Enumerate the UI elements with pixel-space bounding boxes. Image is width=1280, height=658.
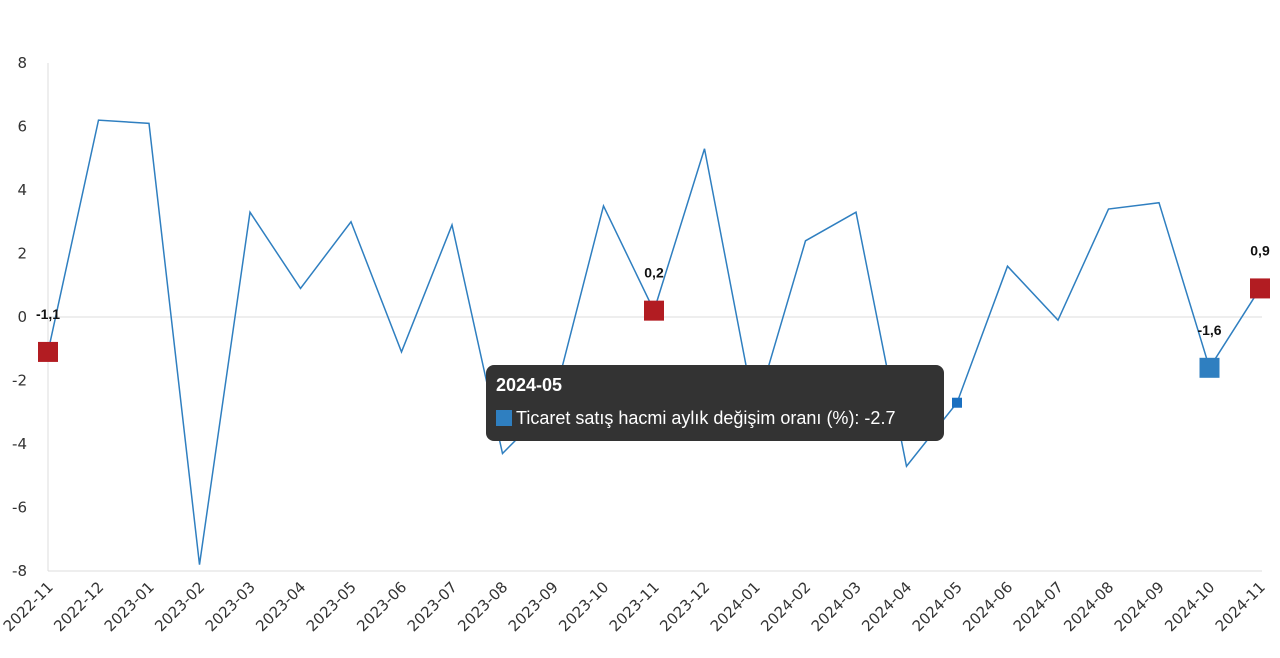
x-tick-label: 2023-08	[454, 578, 511, 635]
data-label: -1,6	[1197, 322, 1221, 338]
highlight-markers	[38, 278, 1270, 378]
x-tick-label: 2023-07	[404, 578, 461, 635]
point-labels: -1,1 0,2 -1,6 0,9	[36, 242, 1270, 337]
x-tick-label: 2024-08	[1060, 578, 1117, 635]
x-tick-label: 2024-02	[757, 578, 814, 635]
x-tick-label: 2024-04	[858, 578, 915, 635]
chart-tooltip: 2024-05 Ticaret satış hacmi aylık değişi…	[486, 365, 944, 441]
tooltip-text: Ticaret satış hacmi aylık değişim oranı …	[516, 408, 896, 428]
data-label: 0,9	[1250, 242, 1270, 258]
highlight-point-marker	[1199, 357, 1220, 378]
x-axis-labels: 2022-112022-122023-012023-022023-032023-…	[0, 578, 1269, 635]
y-tick-label: -4	[12, 435, 27, 453]
hover-marker	[952, 397, 962, 408]
x-tick-label: 2022-11	[0, 578, 57, 635]
highlight-point-marker	[38, 341, 58, 362]
x-tick-label: 2024-05	[909, 578, 966, 635]
y-tick-label: 4	[17, 181, 27, 199]
x-tick-label: 2023-04	[252, 578, 309, 635]
x-tick-label: 2023-03	[202, 578, 259, 635]
tooltip-row: Ticaret satış hacmi aylık değişim oranı …	[496, 407, 934, 429]
x-tick-label: 2024-06	[959, 578, 1016, 635]
x-tick-label: 2023-09	[505, 578, 562, 635]
x-tick-label: 2024-09	[1111, 578, 1168, 635]
y-tick-label: 8	[17, 54, 27, 72]
y-tick-label: 2	[17, 245, 27, 263]
y-tick-label: 0	[17, 308, 27, 326]
y-tick-label: -6	[12, 499, 27, 517]
x-tick-label: 2024-01	[707, 578, 764, 635]
x-tick-label: 2023-05	[303, 578, 360, 635]
data-label: 0,2	[644, 265, 664, 281]
x-tick-label: 2024-03	[808, 578, 865, 635]
x-tick-label: 2024-10	[1161, 578, 1218, 635]
y-tick-label: -2	[12, 372, 27, 390]
hover-point-marker	[952, 397, 962, 408]
data-label: -1,1	[36, 306, 60, 322]
y-tick-label: -8	[12, 562, 27, 580]
x-tick-label: 2023-11	[606, 578, 663, 635]
x-tick-label: 2023-02	[151, 578, 208, 635]
tooltip-title: 2024-05	[496, 375, 563, 395]
x-tick-label: 2024-07	[1010, 578, 1067, 635]
x-tick-label: 2023-06	[353, 578, 410, 635]
x-tick-label: 2022-12	[50, 578, 107, 635]
highlight-point-marker	[644, 300, 664, 321]
x-tick-label: 2024-11	[1212, 578, 1269, 635]
x-tick-label: 2023-10	[555, 578, 612, 635]
tooltip-series-swatch	[496, 410, 512, 426]
y-tick-label: 6	[17, 118, 27, 136]
x-tick-label: 2023-12	[656, 578, 713, 635]
x-tick-label: 2023-01	[101, 578, 158, 635]
series-line	[47, 119, 1261, 565]
y-axis-labels: 8 6 4 2 0 -2 -4 -6 -8	[12, 54, 27, 580]
highlight-point-marker	[1250, 278, 1270, 299]
